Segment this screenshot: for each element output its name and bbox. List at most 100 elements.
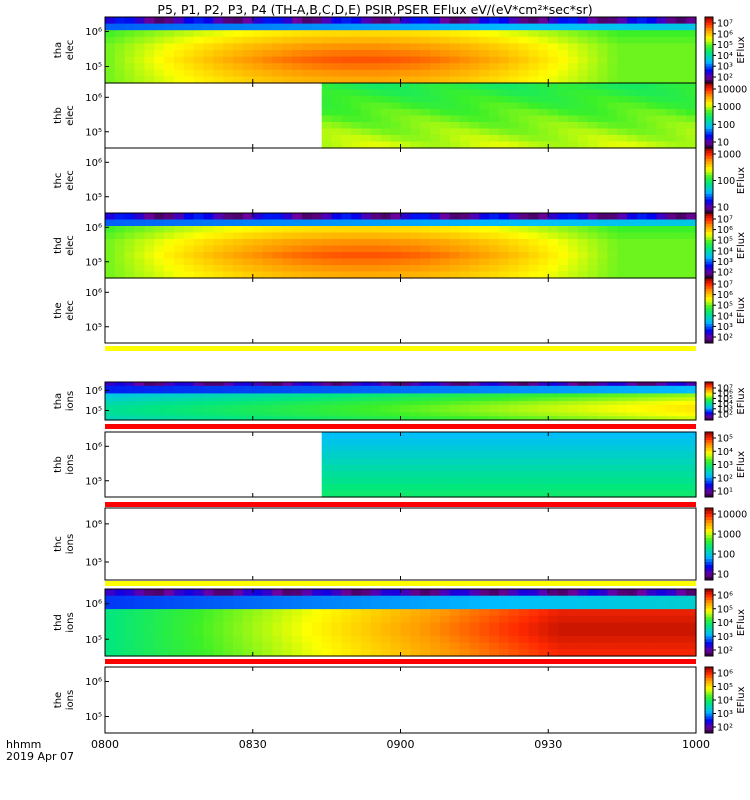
spectrogram-cell	[617, 408, 628, 413]
spectrogram-cell	[164, 226, 175, 234]
spectrogram-cell	[173, 258, 185, 266]
spectrogram-cell	[400, 649, 411, 657]
colorbar-cell	[705, 69, 713, 73]
spectrogram-cell	[459, 23, 471, 31]
spectrogram-cell	[361, 109, 372, 117]
spectrogram-cell	[292, 232, 303, 240]
spectrogram-cell	[410, 50, 421, 58]
spectrogram-cell	[627, 56, 638, 64]
spectrogram-cell	[213, 50, 224, 58]
spectrogram-cell	[252, 76, 264, 84]
spectrogram-cell	[193, 239, 205, 247]
spectrogram-cell	[656, 56, 668, 64]
spectrogram-cell	[508, 96, 520, 104]
spectrogram-cell	[134, 408, 145, 413]
spectrogram-cell	[538, 595, 549, 603]
spectrogram-cell	[587, 239, 599, 247]
spectrogram-cell	[272, 245, 283, 253]
spectrogram-cell	[577, 109, 589, 117]
spectrogram-cell	[430, 30, 441, 38]
spectrogram-cell	[292, 412, 303, 417]
spectrogram-cell	[351, 609, 362, 617]
spectrogram-cell	[282, 232, 293, 240]
spectrogram-cell	[331, 30, 342, 38]
spectrogram-cell	[479, 115, 490, 123]
spectrogram-cell	[538, 490, 549, 498]
y-tick-label: 10⁵	[85, 62, 102, 73]
spectrogram-cell	[321, 609, 333, 617]
spectrogram-cell	[321, 271, 333, 279]
spectrogram-cell	[558, 458, 569, 466]
spectrogram-cell	[449, 56, 461, 64]
spectrogram-cell	[292, 50, 303, 58]
spectrogram-cell	[676, 629, 687, 637]
spectrogram-cell	[390, 385, 402, 391]
spectrogram-cell	[361, 649, 372, 657]
spectrogram-cell	[410, 36, 421, 44]
spectrogram-cell	[558, 408, 569, 413]
spectrogram-cell	[154, 393, 165, 398]
spectrogram-cell	[390, 102, 402, 110]
spectrogram-cell	[351, 602, 362, 610]
spectrogram-cell	[164, 23, 175, 31]
spectrogram-cell	[558, 23, 569, 31]
spectrogram-cell	[449, 490, 461, 498]
spectrogram-cell	[656, 490, 668, 498]
colorbar-cell	[705, 137, 713, 141]
spectrogram-cell	[390, 609, 402, 617]
spectrogram-cell	[361, 445, 372, 453]
spectrogram-cell	[666, 393, 677, 398]
spectrogram-cell	[617, 458, 628, 466]
spectrogram-cell	[499, 445, 510, 453]
spectrogram-cell	[587, 642, 599, 650]
spectrogram-cell	[183, 43, 195, 51]
spectrogram-cell	[213, 76, 224, 84]
spectrogram-cell	[489, 23, 500, 31]
x-tick-label: 1000	[682, 738, 710, 751]
spectrogram-cell	[311, 393, 323, 398]
spectrogram-cell	[370, 23, 382, 31]
spectrogram-cell	[666, 30, 677, 38]
spectrogram-cell	[262, 412, 274, 417]
spectrogram-cell	[636, 438, 648, 446]
spectrogram-cell	[459, 69, 471, 77]
spectrogram-cell	[154, 43, 165, 51]
spectrogram-cell	[203, 397, 214, 402]
spectrogram-cell	[223, 213, 234, 221]
spectrogram-cell	[430, 464, 441, 472]
spectrogram-cell	[154, 23, 165, 31]
spectrogram-cell	[449, 109, 461, 117]
spectrogram-cell	[410, 389, 421, 394]
spectrogram-cell	[311, 271, 323, 279]
spectrogram-cell	[577, 83, 589, 91]
spectrogram-cell	[627, 471, 638, 479]
spectrogram-cell	[449, 649, 461, 657]
colorbar-tick-label: 10³	[717, 709, 733, 720]
spectrogram-cell	[518, 17, 530, 25]
spectrogram-cell	[459, 416, 471, 421]
spectrogram-cell	[518, 102, 530, 110]
spectrogram-cell	[508, 490, 520, 498]
spectrogram-cell	[341, 17, 352, 25]
spectrogram-cell	[646, 385, 658, 391]
spectrogram-cell	[656, 69, 668, 77]
spectrogram-cell	[627, 595, 638, 603]
spectrogram-cell	[361, 122, 372, 130]
spectrogram-cell	[173, 609, 185, 617]
spectrogram-cell	[489, 83, 500, 91]
spectrogram-cell	[439, 458, 451, 466]
spectrogram-cell	[439, 89, 451, 97]
spectrogram-cell	[144, 50, 155, 58]
spectrogram-cell	[538, 23, 549, 31]
spectrogram-cell	[233, 219, 244, 227]
spectrogram-cell	[105, 589, 116, 597]
spectrogram-cell	[390, 239, 402, 247]
spectrogram-cell	[499, 382, 510, 387]
x-tick-label: 0900	[387, 738, 415, 751]
spectrogram-cell	[341, 393, 352, 398]
spectrogram-cell	[430, 401, 441, 406]
spectrogram-cell	[558, 56, 569, 64]
spectrogram-cell	[282, 245, 293, 253]
spectrogram-cell	[567, 382, 579, 387]
